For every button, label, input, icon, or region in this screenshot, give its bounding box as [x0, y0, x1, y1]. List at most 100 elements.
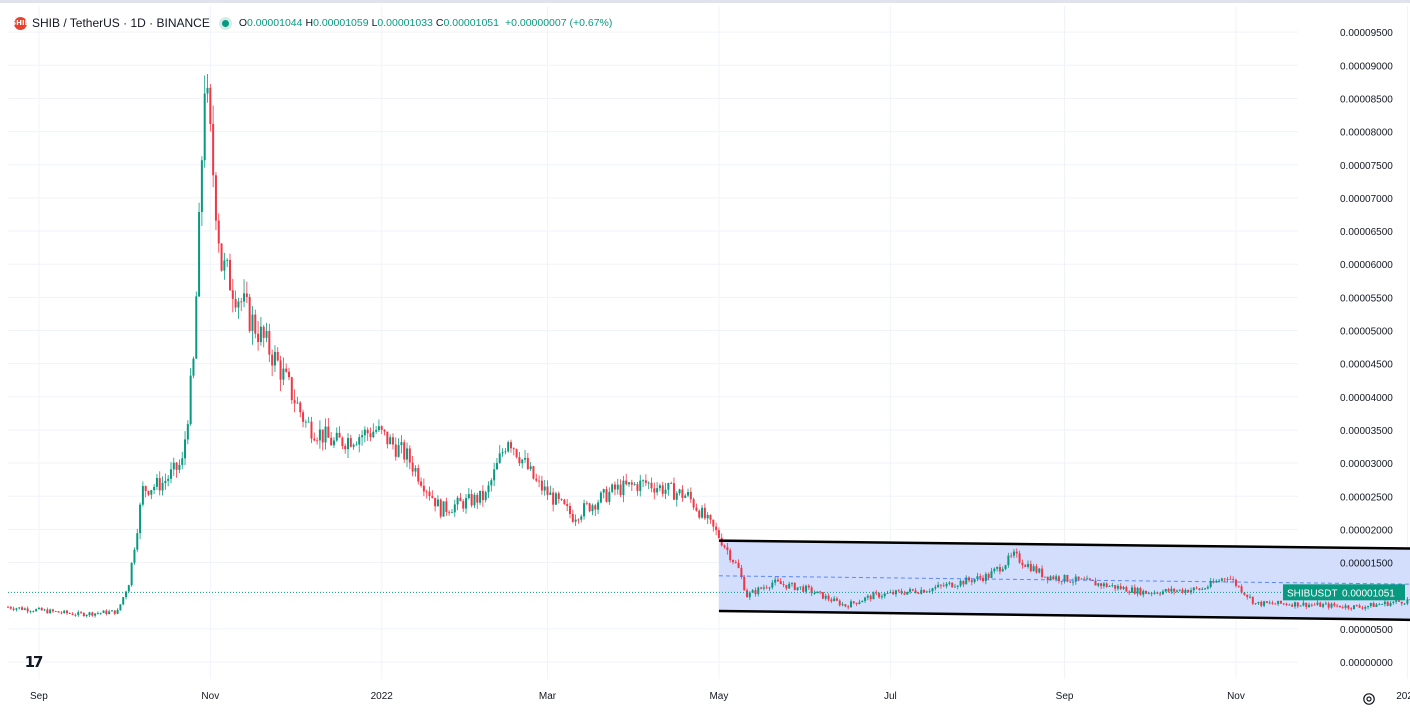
- candle-body: [380, 426, 383, 430]
- candle-body: [644, 480, 647, 483]
- candle-body: [678, 489, 681, 494]
- candle-body: [931, 588, 934, 592]
- candle-body: [228, 259, 231, 291]
- candle-body: [282, 368, 285, 380]
- candle-body: [116, 610, 119, 614]
- candle-body: [746, 590, 749, 598]
- candle-body: [1055, 576, 1058, 580]
- candle-body: [484, 492, 487, 501]
- candle-body: [439, 499, 442, 517]
- candle-body: [262, 326, 265, 338]
- candle-body: [110, 610, 113, 612]
- candle-body: [827, 595, 830, 600]
- candle-body: [768, 587, 771, 589]
- last-price-label[interactable]: SHIBUSDT 0.00001051: [1283, 584, 1405, 601]
- candle-body: [1305, 602, 1308, 607]
- candle-body: [996, 567, 999, 569]
- candle-body: [515, 449, 518, 458]
- channel-upper-line[interactable]: [718, 539, 1410, 560]
- candle-body: [99, 612, 102, 614]
- candle-body: [330, 437, 333, 446]
- symbol-logo-icon[interactable]: SHIB: [11, 16, 30, 30]
- candle-body: [816, 591, 819, 594]
- candle-body: [394, 444, 397, 457]
- candle-body: [765, 587, 768, 589]
- candle-body: [670, 482, 673, 484]
- candle-body: [1190, 590, 1193, 593]
- candle-body: [560, 499, 563, 500]
- candle-body: [681, 489, 684, 498]
- candle-body: [633, 484, 636, 486]
- candle-body: [723, 545, 726, 548]
- candle-body: [1263, 601, 1266, 606]
- candle-body: [785, 584, 788, 589]
- candle-body: [1392, 601, 1395, 603]
- price-chart[interactable]: 0.00009500 0.00009000 0.00008500 0.00008000…: [0, 3, 1410, 714]
- candle-body: [883, 593, 886, 597]
- candle-body: [518, 457, 521, 464]
- tradingview-logo-icon[interactable]: 17: [24, 653, 44, 671]
- candle-body: [495, 462, 498, 470]
- candle-body: [762, 587, 765, 589]
- candle-body: [386, 431, 389, 445]
- candle-body: [894, 590, 897, 595]
- candle-body: [231, 290, 234, 299]
- candle-body: [824, 595, 827, 599]
- candle-body: [1347, 605, 1350, 609]
- candle-body: [467, 493, 470, 499]
- gear-icon[interactable]: [1362, 692, 1376, 706]
- candle-body: [1336, 605, 1339, 607]
- candle-body: [934, 587, 937, 589]
- candle-body: [271, 354, 274, 366]
- candle-body: [49, 609, 52, 614]
- candle-body: [108, 611, 111, 615]
- candle-body: [88, 612, 91, 616]
- candle-body: [1128, 591, 1131, 593]
- candle-body: [622, 480, 625, 496]
- candle-body: [1066, 574, 1069, 582]
- candle-body: [892, 591, 895, 595]
- candle-body: [321, 429, 324, 443]
- candle-body: [147, 491, 150, 495]
- symbol-title[interactable]: SHIB / TetherUS · 1D · BINANCE: [32, 16, 210, 30]
- candle-body: [212, 123, 215, 176]
- candle-body: [1032, 566, 1035, 572]
- candle-body: [1029, 563, 1032, 572]
- candle-body: [178, 464, 181, 470]
- candle-body: [327, 426, 330, 438]
- candle-body: [532, 466, 535, 479]
- candle-body: [164, 480, 167, 484]
- price-tick-label: 0.00006000: [1340, 260, 1393, 271]
- price-tick-label: 0.00006500: [1340, 227, 1393, 238]
- candle-body: [448, 511, 451, 513]
- candle-body: [540, 480, 543, 491]
- price-tick-label: 0.00005000: [1340, 327, 1393, 338]
- price-tick-label: 0.00003000: [1340, 459, 1393, 470]
- candle-body: [299, 402, 302, 413]
- candle-body: [835, 598, 838, 601]
- candle-body: [1397, 600, 1400, 602]
- candle-body: [805, 585, 808, 592]
- time-tick-label: Nov: [201, 691, 219, 702]
- candle-body: [403, 442, 406, 460]
- candle-body: [1352, 605, 1355, 609]
- time-axis: SepNov2022MarMayJulSepNov2023MarMayJulSe…: [30, 691, 1410, 702]
- candle-body: [973, 579, 976, 583]
- candle-body: [1364, 607, 1367, 609]
- channel-lower-line[interactable]: [718, 609, 1410, 633]
- candle-body: [181, 458, 184, 465]
- candle-body: [1167, 589, 1170, 592]
- candle-body: [12, 608, 15, 610]
- candle-body: [237, 301, 240, 308]
- candle-body: [1265, 601, 1268, 603]
- candle-body: [647, 482, 650, 484]
- chart-area[interactable]: 0.00009500 0.00009000 0.00008500 0.00008000…: [0, 3, 1410, 714]
- candle-body: [574, 519, 577, 522]
- ohlc-low: L0.00001033: [371, 17, 433, 29]
- candle-body: [552, 492, 555, 505]
- candle-body: [7, 606, 9, 608]
- candle-body: [788, 583, 791, 589]
- candle-body: [712, 519, 715, 527]
- candle-body: [1052, 576, 1055, 580]
- candle-body: [15, 608, 18, 610]
